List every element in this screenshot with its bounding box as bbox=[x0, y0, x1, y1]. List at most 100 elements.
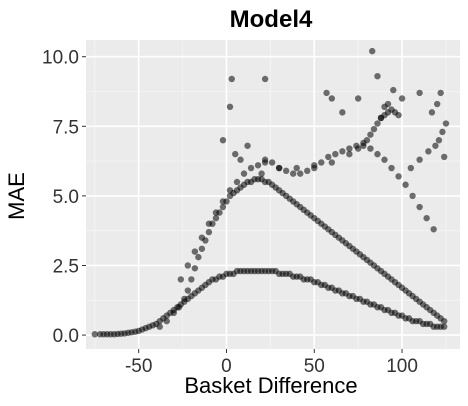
data-point bbox=[354, 145, 362, 152]
data-point bbox=[433, 100, 441, 108]
data-point bbox=[374, 72, 381, 80]
data-point bbox=[432, 142, 439, 149]
x-axis-title: Basket Difference bbox=[184, 373, 357, 398]
data-point bbox=[226, 187, 234, 194]
data-point bbox=[332, 150, 339, 158]
data-point bbox=[367, 131, 374, 138]
data-point bbox=[328, 159, 336, 166]
data-point bbox=[261, 156, 269, 163]
data-point bbox=[212, 209, 220, 216]
data-point bbox=[237, 156, 244, 163]
y-tick-label: 2.5 bbox=[53, 256, 79, 277]
data-point bbox=[240, 170, 248, 177]
data-point bbox=[442, 120, 450, 127]
data-point bbox=[198, 245, 206, 252]
data-point bbox=[354, 95, 362, 102]
chart-title: Model4 bbox=[230, 6, 313, 33]
data-point bbox=[323, 89, 330, 97]
y-tick-label: 10.0 bbox=[42, 48, 79, 69]
data-point bbox=[184, 262, 192, 269]
data-point bbox=[428, 109, 436, 116]
data-point bbox=[232, 150, 239, 158]
data-point bbox=[339, 109, 346, 116]
data-point bbox=[244, 142, 251, 149]
data-point bbox=[311, 162, 318, 169]
data-point bbox=[440, 153, 448, 161]
data-point bbox=[275, 164, 283, 172]
data-point bbox=[205, 220, 213, 227]
data-point bbox=[318, 159, 325, 166]
data-point bbox=[437, 89, 444, 97]
data-point bbox=[181, 295, 188, 303]
data-point bbox=[195, 253, 202, 261]
data-point bbox=[374, 150, 381, 158]
data-points bbox=[91, 47, 450, 338]
y-axis-ticks: 0.0 2.5 5.0 7.5 10.0 bbox=[42, 48, 86, 347]
data-point bbox=[377, 114, 385, 122]
data-point bbox=[91, 331, 98, 338]
data-point bbox=[416, 156, 423, 163]
x-tick-label: -50 bbox=[125, 356, 152, 377]
data-point bbox=[170, 309, 177, 317]
data-point bbox=[339, 148, 346, 155]
data-point bbox=[198, 234, 206, 241]
data-point bbox=[163, 317, 170, 325]
x-tick-label: 50 bbox=[304, 356, 325, 377]
data-point bbox=[226, 103, 234, 111]
data-point bbox=[177, 276, 185, 283]
data-point bbox=[254, 162, 262, 169]
data-point bbox=[188, 276, 195, 283]
data-point bbox=[233, 178, 241, 186]
data-point bbox=[430, 226, 437, 233]
data-point bbox=[367, 145, 374, 152]
data-point bbox=[395, 111, 402, 119]
data-point bbox=[390, 86, 397, 94]
data-point bbox=[268, 159, 276, 166]
data-point bbox=[175, 304, 183, 311]
data-point bbox=[407, 164, 415, 172]
data-point bbox=[374, 120, 381, 127]
data-point bbox=[289, 170, 297, 177]
x-axis-ticks: -50 0 50 100 bbox=[125, 349, 418, 377]
x-tick-label: 100 bbox=[386, 356, 418, 377]
data-point bbox=[425, 148, 432, 155]
data-point bbox=[282, 167, 290, 175]
data-point bbox=[440, 317, 448, 325]
data-point bbox=[258, 170, 265, 177]
data-point bbox=[247, 164, 255, 172]
minor-grid bbox=[86, 40, 460, 349]
data-point bbox=[369, 47, 376, 55]
y-axis-title: MAE bbox=[4, 172, 29, 220]
data-point bbox=[440, 323, 448, 330]
data-point bbox=[363, 137, 371, 144]
data-point bbox=[228, 75, 235, 83]
data-point bbox=[212, 214, 220, 222]
data-point bbox=[370, 125, 378, 133]
data-point bbox=[395, 173, 402, 180]
y-tick-label: 7.5 bbox=[53, 117, 79, 138]
y-tick-label: 0.0 bbox=[53, 326, 79, 347]
data-point bbox=[325, 153, 332, 161]
data-point bbox=[381, 156, 388, 163]
data-point bbox=[184, 287, 192, 294]
data-point bbox=[416, 89, 423, 97]
data-point bbox=[191, 248, 199, 255]
data-point bbox=[409, 192, 416, 200]
data-point bbox=[293, 164, 300, 172]
data-point bbox=[219, 137, 227, 144]
y-tick-label: 5.0 bbox=[53, 187, 79, 208]
data-point bbox=[205, 228, 213, 236]
data-point bbox=[416, 203, 423, 211]
data-point bbox=[384, 100, 392, 108]
data-point bbox=[402, 181, 409, 188]
data-point bbox=[346, 145, 353, 152]
data-point bbox=[398, 95, 406, 102]
data-point bbox=[261, 75, 269, 83]
data-point bbox=[388, 164, 395, 172]
data-point bbox=[191, 265, 199, 272]
data-point bbox=[304, 167, 311, 175]
data-point bbox=[297, 170, 304, 177]
data-point bbox=[435, 137, 443, 144]
data-point bbox=[346, 150, 353, 158]
